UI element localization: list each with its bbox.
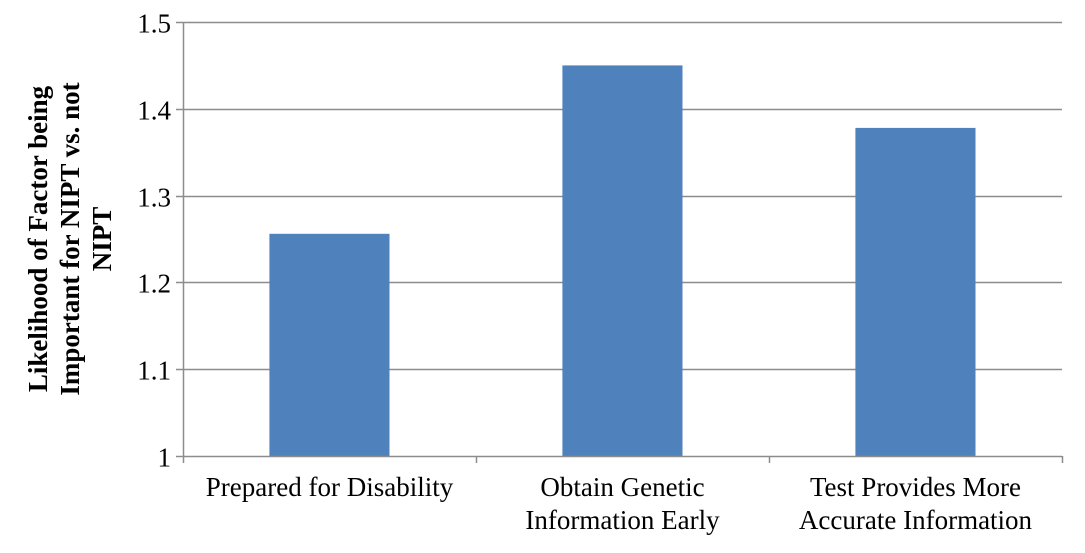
y-tick-label: 1.1 [137,356,171,386]
x-category-label-line: Test Provides More [810,472,1021,502]
y-tick-label: 1.2 [137,269,171,299]
x-category-label: Test Provides More Accurate Information [799,472,1033,535]
x-category-label-line: Accurate Information [799,505,1033,535]
x-category-label-line: Information Early [525,505,720,535]
x-category-label: Obtain Genetic Information Early [525,472,720,535]
y-tick-label: 1 [158,443,172,473]
y-tick-labels: 1 1.1 1.2 1.3 1.4 1.5 [137,9,171,473]
y-tick-label: 1.4 [137,96,171,126]
x-category-label-line: Prepared for Disability [206,472,454,502]
y-tick-label: 1.3 [137,183,171,213]
y-axis-label: Likelihood of Factor being Important for … [23,82,117,395]
y-axis-label-line: Likelihood of Factor being [23,85,53,392]
bar [269,233,390,456]
axes [176,21,1064,463]
bars [269,65,976,457]
x-category-label: Prepared for Disability [206,472,454,502]
x-category-label-line: Obtain Genetic [540,472,704,502]
y-axis-label-line: Important for NIPT vs. not [55,82,85,395]
y-tick-label: 1.5 [137,9,171,39]
bar [562,65,683,457]
y-axis-label-line: NIPT [87,207,117,272]
x-category-labels: Prepared for Disability Obtain Genetic Inf… [206,472,1033,535]
bar [855,127,976,457]
